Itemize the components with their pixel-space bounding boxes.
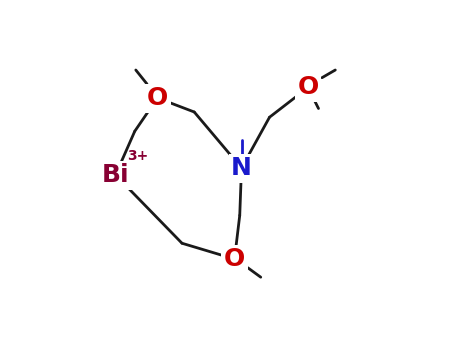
Text: O: O <box>147 86 168 110</box>
Text: Bi: Bi <box>101 163 129 187</box>
Text: O: O <box>298 76 318 99</box>
Text: N: N <box>231 156 252 180</box>
Text: 3+: 3+ <box>127 149 149 163</box>
Text: O: O <box>224 247 245 271</box>
